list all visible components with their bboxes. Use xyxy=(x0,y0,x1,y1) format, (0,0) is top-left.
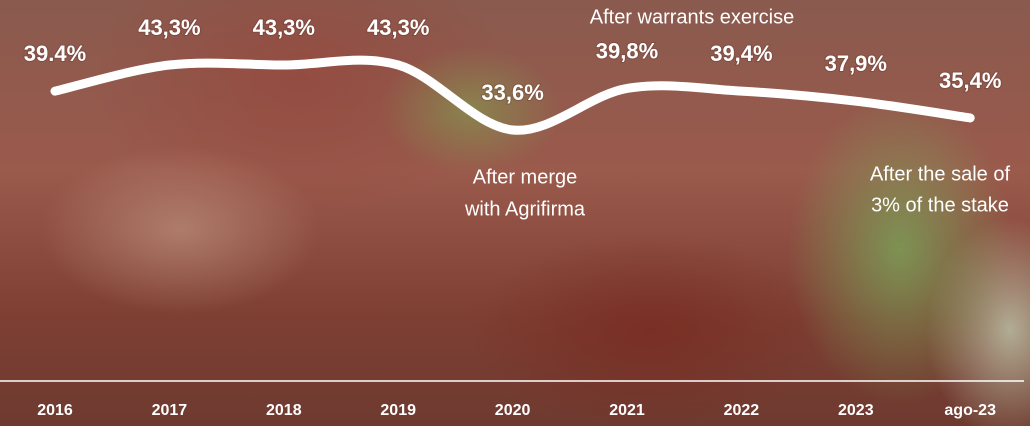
annotation: 3% of the stake xyxy=(871,194,1009,216)
data-label: 43,3% xyxy=(253,15,315,40)
annotation: with Agrifirma xyxy=(464,198,586,220)
x-tick-label: 2022 xyxy=(724,402,760,419)
data-label: 39,4% xyxy=(710,41,772,66)
page: {"chart_data": {"type": "line", "categor… xyxy=(0,0,1030,426)
data-label: 39.4% xyxy=(24,41,86,66)
annotation: After merge xyxy=(473,166,577,188)
x-tick-label: 2017 xyxy=(152,402,188,419)
data-label: 39,8% xyxy=(596,38,658,63)
data-label: 37,9% xyxy=(825,51,887,76)
x-tick-label: ago-23 xyxy=(944,402,996,419)
annotation: After warrants exercise xyxy=(590,6,795,28)
x-tick-label: 2018 xyxy=(266,402,302,419)
x-tick-label: 2019 xyxy=(380,402,416,419)
chart: After warrants exercise After merge with… xyxy=(0,0,1030,426)
data-label: 35,4% xyxy=(939,68,1001,93)
data-label: 43,3% xyxy=(138,15,200,40)
x-tick-label: 2020 xyxy=(495,402,531,419)
x-tick-label: 2016 xyxy=(37,402,73,419)
data-label: 43,3% xyxy=(367,15,429,40)
x-tick-label: 2021 xyxy=(609,402,645,419)
x-tick-label: 2023 xyxy=(838,402,874,419)
data-label: 33,6% xyxy=(481,80,543,105)
annotation: After the sale of xyxy=(870,163,1011,185)
